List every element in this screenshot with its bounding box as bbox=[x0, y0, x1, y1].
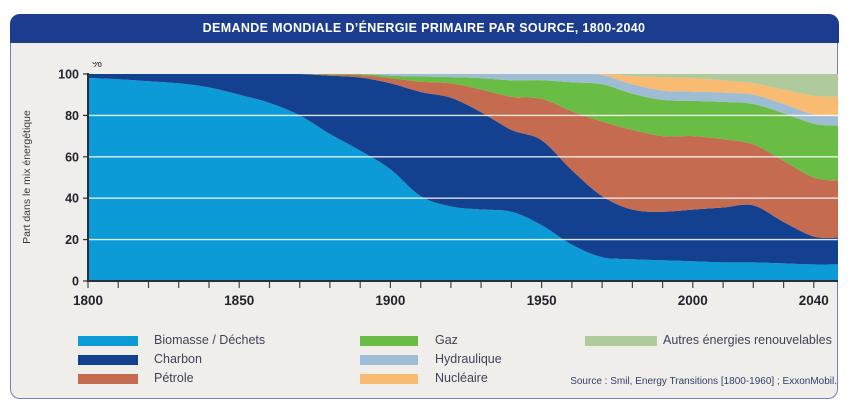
area-nucleaire bbox=[88, 74, 838, 117]
area-autres bbox=[88, 74, 838, 97]
legend-swatch-nucleaire bbox=[360, 373, 418, 384]
area-gaz bbox=[88, 74, 838, 181]
area-biomasse bbox=[88, 78, 838, 281]
chart-title: DEMANDE MONDIALE D’ÉNERGIE PRIMAIRE PAR … bbox=[202, 21, 646, 35]
panel-header: DEMANDE MONDIALE D’ÉNERGIE PRIMAIRE PAR … bbox=[9, 13, 839, 43]
y-axis-label: Part dans le mix énergétique bbox=[21, 110, 33, 244]
legend-item-charbon: Charbon bbox=[78, 352, 202, 366]
legend-swatch-autres-renouvelables bbox=[585, 335, 657, 346]
legend-swatch-hydraulique bbox=[360, 354, 418, 365]
legend-item-hydraulique: Hydraulique bbox=[360, 352, 502, 366]
x-tick-label-1900: 1900 bbox=[375, 293, 405, 308]
y-tick-label-0: 0 bbox=[72, 275, 79, 289]
legend-item-biomasse: Biomasse / Déchets bbox=[78, 333, 266, 347]
legend-label-gaz: Gaz bbox=[435, 333, 458, 347]
legend-item-petrole: Pétrole bbox=[78, 371, 194, 385]
legend-label-biomasse: Biomasse / Déchets bbox=[154, 333, 266, 347]
legend-label-charbon: Charbon bbox=[154, 352, 202, 366]
legend-label-petrole: Pétrole bbox=[154, 371, 194, 385]
x-tick-label-1850: 1850 bbox=[224, 293, 254, 308]
x-tick-label-2000: 2000 bbox=[678, 293, 708, 308]
area-petrole bbox=[88, 74, 838, 238]
x-tick-label-2040: 2040 bbox=[799, 293, 829, 308]
y-tick-label-100: 100 bbox=[58, 68, 79, 82]
area-hydraulique bbox=[88, 74, 838, 126]
legend-item-autres-renouvelables: Autres énergies renouvelables bbox=[585, 333, 832, 347]
legend-swatch-gaz bbox=[360, 335, 418, 346]
y-tick-label-20: 20 bbox=[65, 233, 79, 247]
legend-swatch-petrole bbox=[78, 373, 138, 384]
area-charbon bbox=[88, 74, 838, 265]
x-tick-label-1800: 1800 bbox=[73, 293, 103, 308]
y-tick-label-40: 40 bbox=[65, 192, 79, 206]
source-text: Source : Smil, Energy Transitions [1800-… bbox=[570, 376, 837, 387]
y-tick-label-80: 80 bbox=[65, 109, 79, 123]
y-axis-unit: % bbox=[92, 62, 102, 70]
y-tick-label-60: 60 bbox=[65, 150, 79, 164]
legend-item-gaz: Gaz bbox=[360, 333, 458, 347]
legend-label-autres-renouvelables: Autres énergies renouvelables bbox=[663, 333, 832, 347]
legend-label-nucleaire: Nucléaire bbox=[435, 371, 488, 385]
legend-swatch-charbon bbox=[78, 354, 138, 365]
legend-item-nucleaire: Nucléaire bbox=[360, 371, 488, 385]
legend-label-hydraulique: Hydraulique bbox=[435, 352, 502, 366]
x-tick-label-1950: 1950 bbox=[527, 293, 557, 308]
legend-swatch-biomasse bbox=[78, 335, 138, 346]
